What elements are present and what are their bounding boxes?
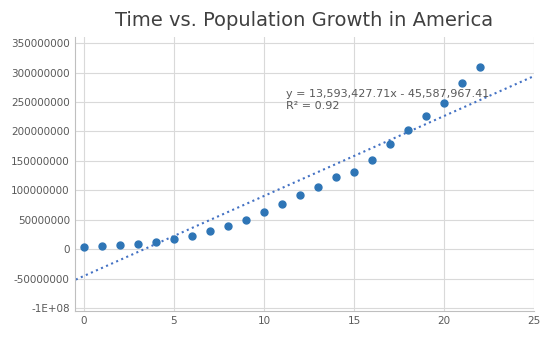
Point: [440, 100, 449, 105]
Point: [476, 65, 485, 70]
Point: [259, 209, 268, 215]
Point: [295, 192, 304, 198]
Point: [169, 237, 178, 242]
Point: [134, 241, 142, 246]
Point: [404, 127, 412, 132]
Point: [205, 228, 214, 234]
Point: [151, 239, 160, 244]
Point: [386, 141, 395, 146]
Point: [115, 242, 124, 248]
Point: [458, 81, 466, 86]
Point: [97, 243, 106, 249]
Point: [188, 233, 197, 238]
Point: [422, 113, 431, 119]
Point: [349, 169, 358, 174]
Point: [314, 184, 322, 190]
Point: [242, 217, 251, 222]
Title: Time vs. Population Growth in America: Time vs. Population Growth in America: [115, 11, 493, 30]
Point: [79, 244, 88, 250]
Point: [224, 224, 232, 229]
Text: y = 13,593,427.71x - 45,587,967.41
R² = 0.92: y = 13,593,427.71x - 45,587,967.41 R² = …: [285, 89, 489, 111]
Point: [368, 158, 376, 163]
Point: [332, 174, 341, 180]
Point: [278, 202, 286, 207]
